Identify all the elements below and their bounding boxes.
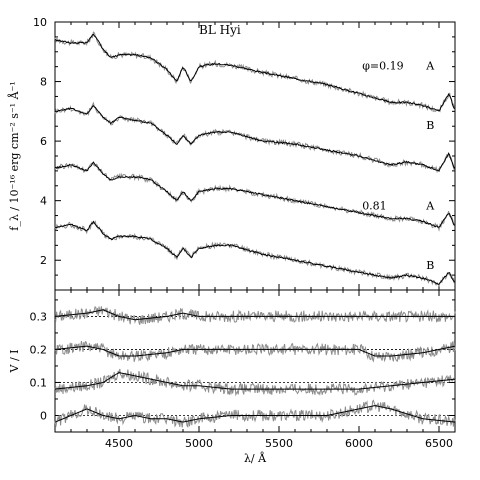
pol-observed-series-3	[54, 399, 456, 428]
pol-y-tick-label: 0.1	[30, 376, 48, 389]
pol-observed-series-2	[54, 368, 456, 397]
flux-y-axis-label: f_λ / 10⁻¹⁶ erg cm⁻² s⁻¹ Å⁻¹	[7, 81, 21, 231]
pol-x-tick-label: 6000	[345, 437, 373, 450]
flux-y-tick-label: 2	[40, 254, 47, 267]
pol-x-tick-label: 5000	[185, 437, 213, 450]
pol-y-tick-label: 0.3	[30, 310, 48, 323]
flux-observed-series-3	[54, 220, 455, 287]
pol-model-series-3	[54, 405, 456, 423]
flux-model-series-2	[54, 161, 455, 229]
annotation-3: 0.81	[362, 200, 387, 213]
polarization-panel: 4500 5000 5500 6000 6500 0 0.1 0.2 0.3 V / I λ/ Å	[8, 289, 456, 465]
pol-observed-series-0	[54, 306, 456, 325]
pol-x-tick-label: 5500	[265, 437, 293, 450]
flux-y-tick-label: 4	[40, 195, 47, 208]
pol-y-tick-label: 0	[40, 409, 47, 422]
annotation-0: φ=0.19	[362, 60, 403, 73]
pol-x-tick-label: 6500	[425, 437, 453, 450]
flux-y-tick-label: 10	[33, 16, 47, 29]
flux-model-series-3	[54, 220, 455, 285]
annotation-4: A	[425, 200, 435, 213]
pol-model-series-1	[55, 345, 456, 357]
annotation-1: A	[425, 60, 435, 73]
flux-model-series-0	[54, 33, 455, 112]
flux-observed-series-2	[54, 162, 455, 232]
pol-y-tick-label: 0.2	[30, 343, 48, 356]
flux-model-series-1	[54, 104, 455, 173]
flux-y-tick-label: 6	[40, 135, 47, 148]
annotation-5: B	[426, 259, 434, 272]
polarization-panel-frame	[54, 289, 456, 433]
pol-y-axis-label: V / I	[8, 350, 21, 374]
chart-title: BL Hyi	[199, 23, 241, 37]
pol-x-tick-label: 4500	[105, 437, 133, 450]
flux-observed-series-0	[54, 31, 455, 113]
pol-model-series-2	[54, 372, 455, 390]
pol-observed-series-1	[54, 340, 456, 363]
x-axis-label: λ/ Å	[244, 451, 267, 465]
pol-model-series-0	[54, 309, 455, 321]
flux-panel: 2 4 6 8 10 BL Hyi φ=0.19 A B 0.81 A Bf_λ / 10⁻¹⁶ er…	[7, 16, 456, 291]
flux-y-tick-label: 8	[40, 76, 47, 89]
flux-observed-series-1	[54, 101, 455, 174]
annotation-2: B	[426, 119, 434, 132]
